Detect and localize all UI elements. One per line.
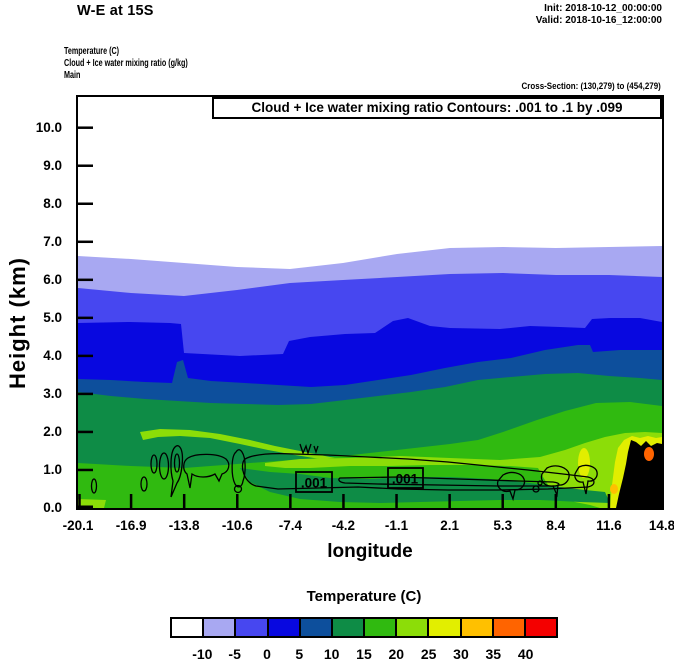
x-axis-title: longitude <box>327 541 413 562</box>
colorbar-cell <box>459 619 492 636</box>
colorbar-cell <box>491 619 524 636</box>
colorbar-tick-label: 0 <box>263 646 271 662</box>
hot-spot <box>644 447 654 461</box>
plot-frame: .001 .001 <box>76 95 664 510</box>
contour-label-group: .001 .001 <box>295 467 424 493</box>
colorbar-tick-label: 40 <box>517 646 534 662</box>
page-title: W-E at 15S <box>77 3 154 19</box>
contour-label-box <box>295 471 333 493</box>
y-axis-tick-label: 10.0 <box>35 119 62 135</box>
colorbar-cell <box>427 619 460 636</box>
y-axis-tick-label: 2.0 <box>43 423 62 439</box>
y-axis-tick-label: 8.0 <box>43 195 62 211</box>
y-axis-tick-label: 1.0 <box>43 461 62 477</box>
cross-section-label: Cross-Section: (130,279) to (454,279) <box>521 81 661 92</box>
model-label: Main <box>64 70 81 81</box>
x-axis-tick-label: 5.3 <box>493 518 513 533</box>
x-axis-tick-label: 11.6 <box>596 518 622 533</box>
x-axis-tick-label: 8.4 <box>546 518 566 533</box>
x-axis-tick-label: -20.1 <box>62 518 94 533</box>
x-axis-tick-label: -7.4 <box>278 518 302 533</box>
y-axis-tick-label: 6.0 <box>43 271 62 287</box>
colorbar-tick-label: 20 <box>388 646 405 662</box>
axis-ticks <box>78 126 662 508</box>
colorbar-tick-label: 15 <box>356 646 372 662</box>
x-axis-tick-label: -4.2 <box>331 518 356 533</box>
contour-note: Cloud + Ice water mixing ratio Contours:… <box>212 97 662 119</box>
x-axis-tick-label: 14.8 <box>648 518 674 533</box>
colorbar-cell <box>330 619 364 636</box>
warm-pocket <box>578 448 590 478</box>
colorbar-cell <box>363 619 396 636</box>
y-axis-tick-label: 7.0 <box>43 233 62 249</box>
y-axis-tick-label: 3.0 <box>43 385 62 401</box>
warm-lens <box>140 429 335 459</box>
colorbar-cell <box>266 619 299 636</box>
colorbar-tick-label: -5 <box>228 646 241 662</box>
init-timestamp: Init: 2018-10-12_00:00:00 <box>544 3 662 14</box>
cloud-mixing-ratio-contours <box>90 443 598 502</box>
colorbar-tick-label: 30 <box>453 646 469 662</box>
contour-label: .001 <box>301 476 328 491</box>
colorbar <box>170 617 558 638</box>
x-axis-tick-label: -10.6 <box>221 518 253 533</box>
y-axis-tick-label: 0.0 <box>43 500 62 515</box>
colorbar-cell <box>523 619 557 636</box>
y-axis-title: Height (km) <box>5 257 30 389</box>
colorbar-tick-label: 5 <box>295 646 304 662</box>
colorbar-tick-label: 10 <box>323 646 340 662</box>
y-axis-tick-label: 4.0 <box>43 347 62 363</box>
contour-label: .001 <box>392 472 419 487</box>
fill-field-label: Temperature (C) <box>64 46 120 57</box>
colorbar-title: Temperature (C) <box>306 588 422 605</box>
cross-section-plot: .001 .001 <box>78 97 662 508</box>
colorbar-cell <box>298 619 331 636</box>
x-axis-tick-label: -1.1 <box>384 518 409 533</box>
colorbar-tick-label: 35 <box>485 646 502 662</box>
x-axis-tick-label: -16.9 <box>115 518 147 533</box>
colorbar-cell <box>172 619 203 636</box>
y-axis-tick-label: 5.0 <box>43 309 62 325</box>
x-axis-tick-label: -13.8 <box>168 518 200 533</box>
colorbar-cell <box>202 619 235 636</box>
colorbar-cell <box>395 619 428 636</box>
line-field-label: Cloud + Ice water mixing ratio (g/kg) <box>64 58 188 69</box>
x-axis-tick-label: 2.1 <box>440 518 460 533</box>
colorbar-tick-label: 25 <box>420 646 437 662</box>
colorbar-cell <box>234 619 267 636</box>
valid-timestamp: Valid: 2018-10-16_12:00:00 <box>535 15 662 26</box>
y-axis-tick-label: 9.0 <box>43 157 62 173</box>
colorbar-tick-label: -10 <box>192 646 213 662</box>
surface-cool-strip <box>240 468 610 503</box>
hot-spot-small <box>610 484 618 494</box>
contour-label-box <box>387 467 424 489</box>
